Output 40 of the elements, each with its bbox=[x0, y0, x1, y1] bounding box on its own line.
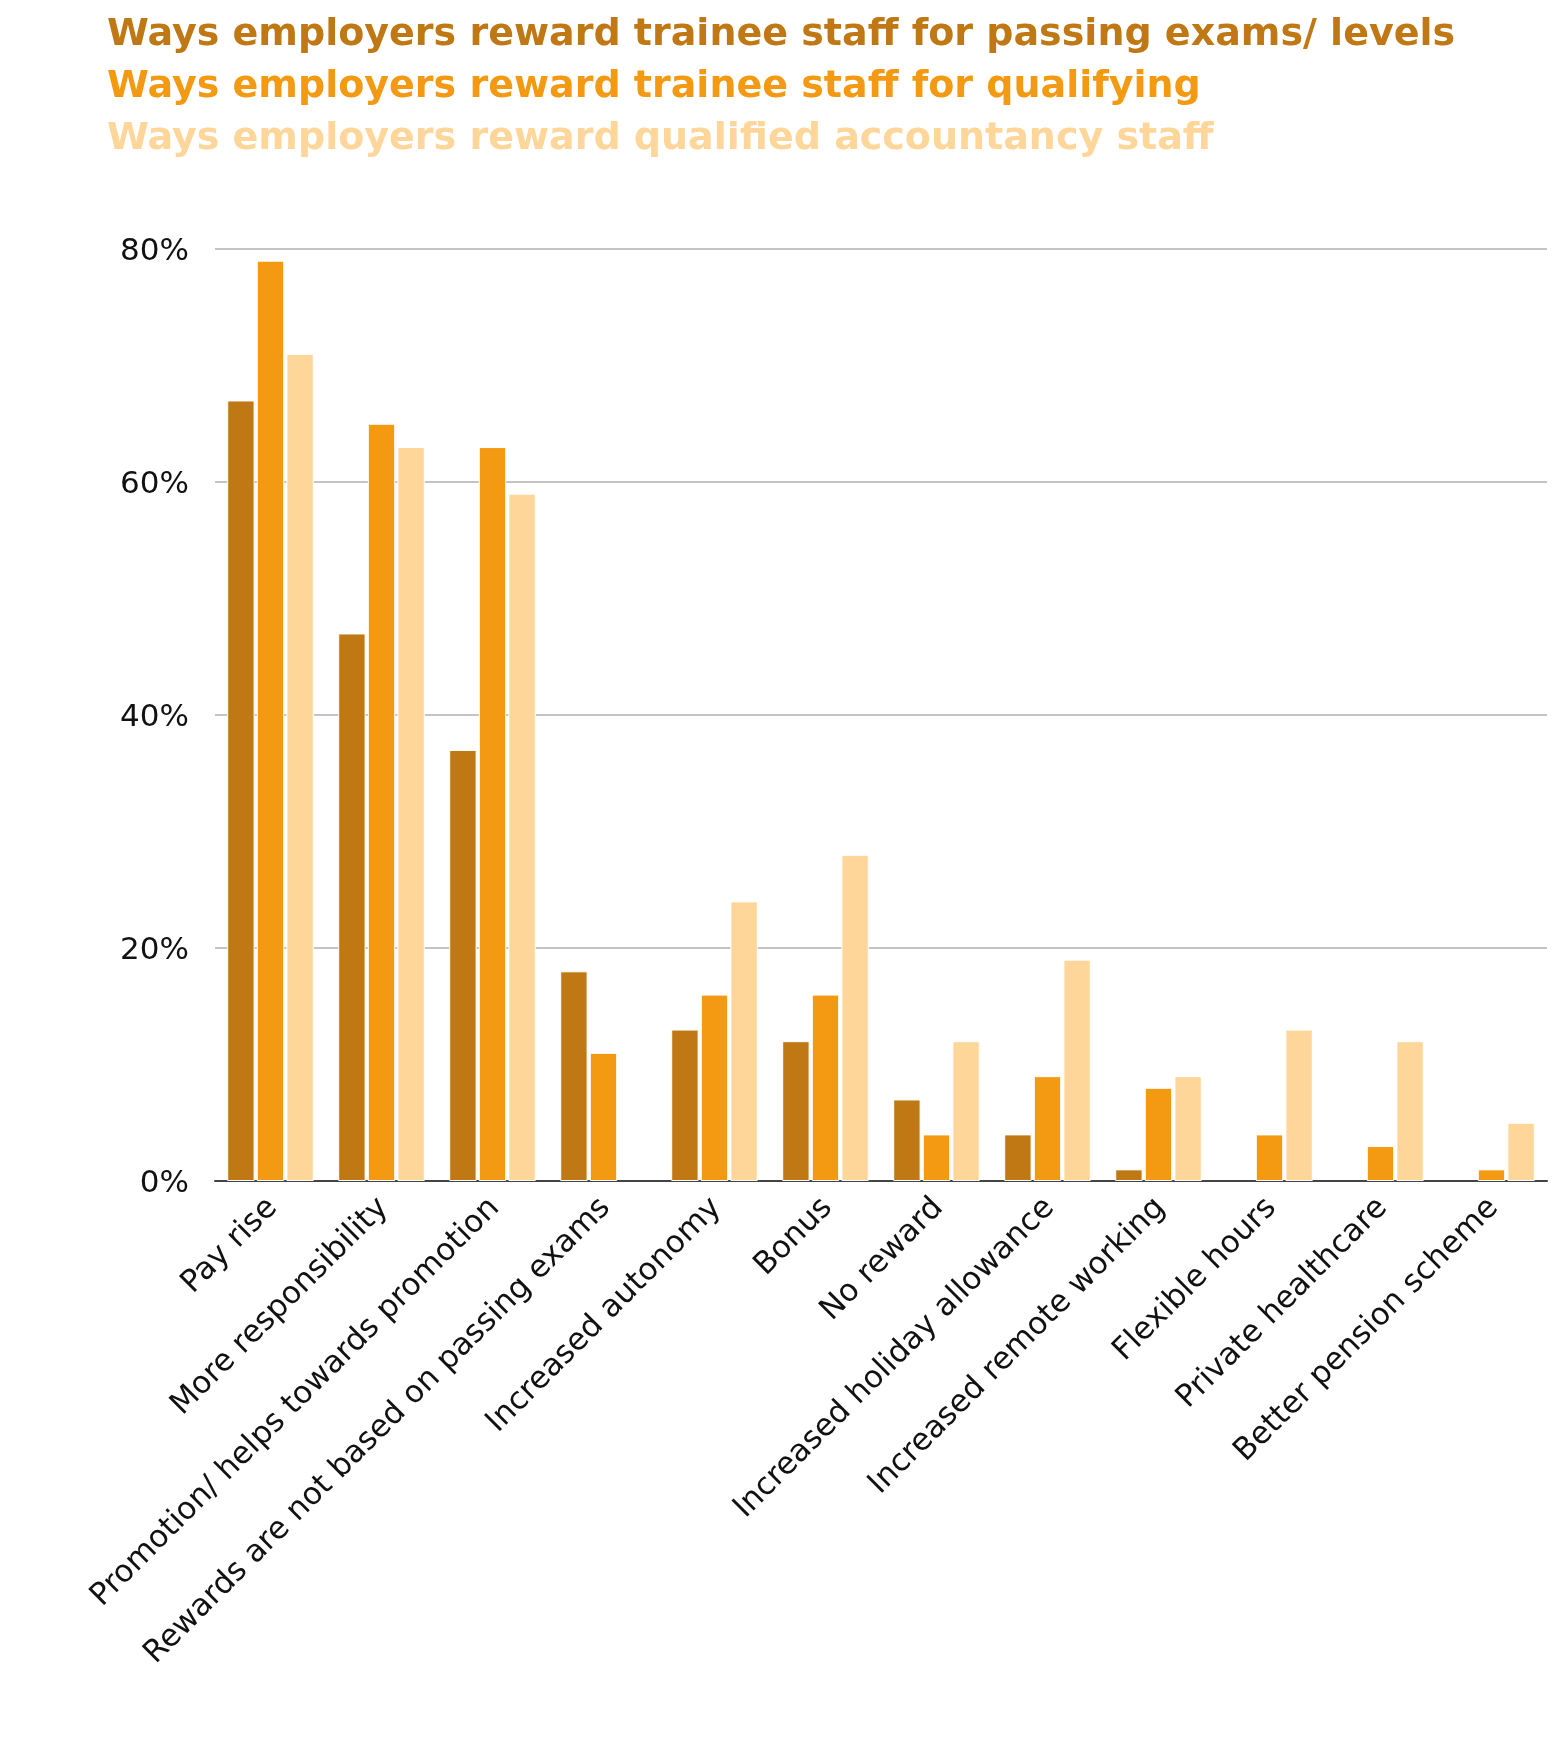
bar bbox=[1477, 1169, 1506, 1181]
bar bbox=[1366, 1146, 1395, 1181]
bar bbox=[1285, 1029, 1313, 1181]
bar bbox=[1004, 1134, 1032, 1181]
bar bbox=[1033, 1076, 1062, 1181]
bar bbox=[367, 423, 396, 1181]
y-tick-label: 60% bbox=[120, 464, 189, 500]
bar bbox=[1396, 1041, 1424, 1181]
bar bbox=[508, 493, 536, 1181]
bar bbox=[286, 353, 314, 1181]
bar bbox=[478, 447, 507, 1181]
bar bbox=[338, 633, 366, 1181]
bar bbox=[671, 1029, 699, 1181]
y-tick-label: 0% bbox=[139, 1163, 189, 1199]
bar bbox=[1255, 1134, 1284, 1181]
bar bbox=[227, 400, 255, 1181]
bar bbox=[922, 1134, 951, 1181]
bar bbox=[700, 994, 729, 1181]
y-tick-label: 80% bbox=[120, 231, 189, 267]
y-tick-label: 40% bbox=[120, 697, 189, 733]
bar bbox=[782, 1041, 810, 1181]
bar bbox=[952, 1041, 980, 1181]
bar bbox=[1174, 1076, 1202, 1181]
bar bbox=[256, 260, 285, 1181]
bar bbox=[893, 1099, 921, 1181]
bar bbox=[811, 994, 840, 1181]
text: Ways employers reward trainee staff for passing exams/ levels bbox=[106, 10, 1456, 54]
bar bbox=[560, 971, 588, 1181]
bar bbox=[449, 749, 477, 1181]
text: Ways employers reward trainee staff for qualifying bbox=[106, 62, 1201, 106]
bar bbox=[730, 901, 758, 1181]
bar bbox=[397, 447, 425, 1181]
text: Ways employers reward qualified accountancy staff bbox=[106, 114, 1215, 158]
bar bbox=[1115, 1169, 1143, 1181]
bar bbox=[1507, 1122, 1535, 1181]
bar bbox=[1063, 959, 1091, 1181]
y-tick-label: 20% bbox=[120, 930, 189, 966]
bar bbox=[589, 1052, 618, 1181]
bar bbox=[841, 854, 869, 1181]
bar bbox=[1144, 1087, 1173, 1181]
